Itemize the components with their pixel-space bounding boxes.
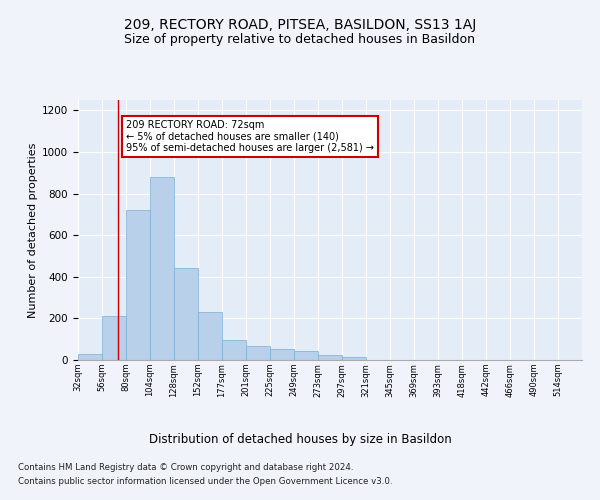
Bar xyxy=(294,350,318,360)
Text: 209 RECTORY ROAD: 72sqm
← 5% of detached houses are smaller (140)
95% of semi-de: 209 RECTORY ROAD: 72sqm ← 5% of detached… xyxy=(126,120,374,153)
Bar xyxy=(222,340,246,360)
Bar xyxy=(198,312,222,360)
Text: Contains public sector information licensed under the Open Government Licence v3: Contains public sector information licen… xyxy=(18,478,392,486)
Bar xyxy=(102,316,126,360)
Bar xyxy=(246,346,270,360)
Bar xyxy=(150,177,174,360)
Bar xyxy=(342,357,366,360)
Bar xyxy=(174,268,198,360)
Bar xyxy=(126,210,150,360)
Y-axis label: Number of detached properties: Number of detached properties xyxy=(28,142,38,318)
Bar xyxy=(318,355,342,360)
Text: 209, RECTORY ROAD, PITSEA, BASILDON, SS13 1AJ: 209, RECTORY ROAD, PITSEA, BASILDON, SS1… xyxy=(124,18,476,32)
Text: Contains HM Land Registry data © Crown copyright and database right 2024.: Contains HM Land Registry data © Crown c… xyxy=(18,462,353,471)
Text: Size of property relative to detached houses in Basildon: Size of property relative to detached ho… xyxy=(125,32,476,46)
Bar xyxy=(270,348,294,360)
Text: Distribution of detached houses by size in Basildon: Distribution of detached houses by size … xyxy=(149,432,451,446)
Bar xyxy=(78,354,102,360)
